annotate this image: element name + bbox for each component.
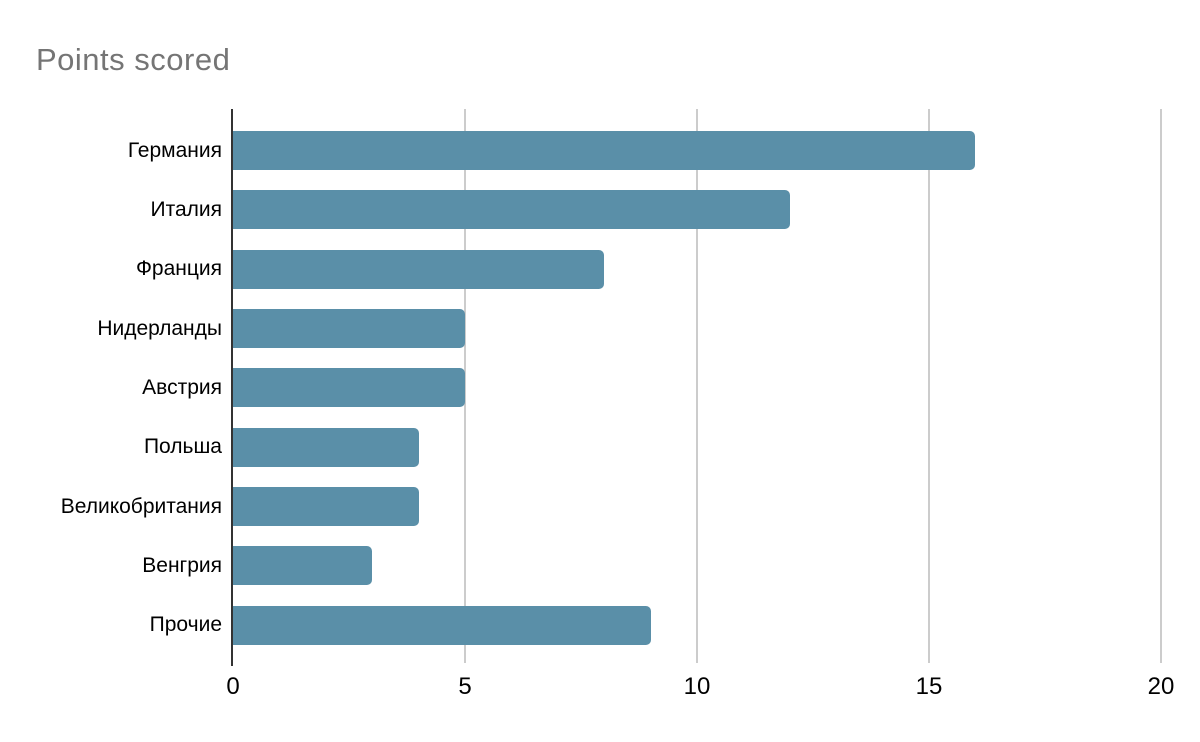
category-label: Венгрия: [142, 553, 222, 577]
x-tick-label: 15: [915, 673, 943, 700]
bar-row: [233, 240, 1161, 299]
bar[interactable]: [233, 249, 605, 289]
category-label: Нидерланды: [97, 316, 222, 340]
category-labels: Германия Италия Франция Нидерланды Австрия По…: [0, 121, 222, 655]
chart-title: Points scored: [36, 42, 231, 77]
category-label: Германия: [127, 138, 222, 162]
bar-row: [233, 418, 1161, 477]
bar-row: [233, 299, 1161, 358]
bar[interactable]: [233, 427, 419, 467]
category-label: Прочие: [149, 613, 222, 637]
bar[interactable]: [233, 546, 373, 586]
gridline: [928, 109, 930, 663]
bar-row: [233, 596, 1161, 655]
x-tick-label: 20: [1147, 673, 1175, 700]
bar-row: [233, 358, 1161, 417]
bar-row: [233, 180, 1161, 239]
category-label: Италия: [150, 197, 222, 221]
bar-row: [233, 536, 1161, 595]
x-axis-labels: 0 5 10 15 20: [226, 673, 1174, 703]
bar[interactable]: [233, 487, 419, 527]
category-label: Польша: [143, 435, 222, 459]
bar[interactable]: [233, 605, 651, 645]
bars-container: [233, 121, 1161, 655]
category-label: Франция: [135, 257, 222, 281]
bar[interactable]: [233, 309, 465, 349]
x-tick-label: 10: [683, 673, 711, 700]
bar[interactable]: [233, 131, 976, 171]
category-label: Австрия: [142, 375, 222, 399]
bar[interactable]: [233, 368, 465, 408]
gridline: [1160, 109, 1162, 663]
gridline: [696, 109, 698, 663]
x-tick-label: 5: [458, 673, 472, 700]
gridline: [464, 109, 466, 663]
bar[interactable]: [233, 190, 790, 230]
y-axis-line: [231, 109, 233, 666]
bar-row: [233, 121, 1161, 180]
plot-area: [231, 109, 1162, 666]
bar-row: [233, 477, 1161, 536]
category-label: Великобритания: [60, 494, 222, 518]
x-tick-label: 0: [226, 673, 240, 700]
